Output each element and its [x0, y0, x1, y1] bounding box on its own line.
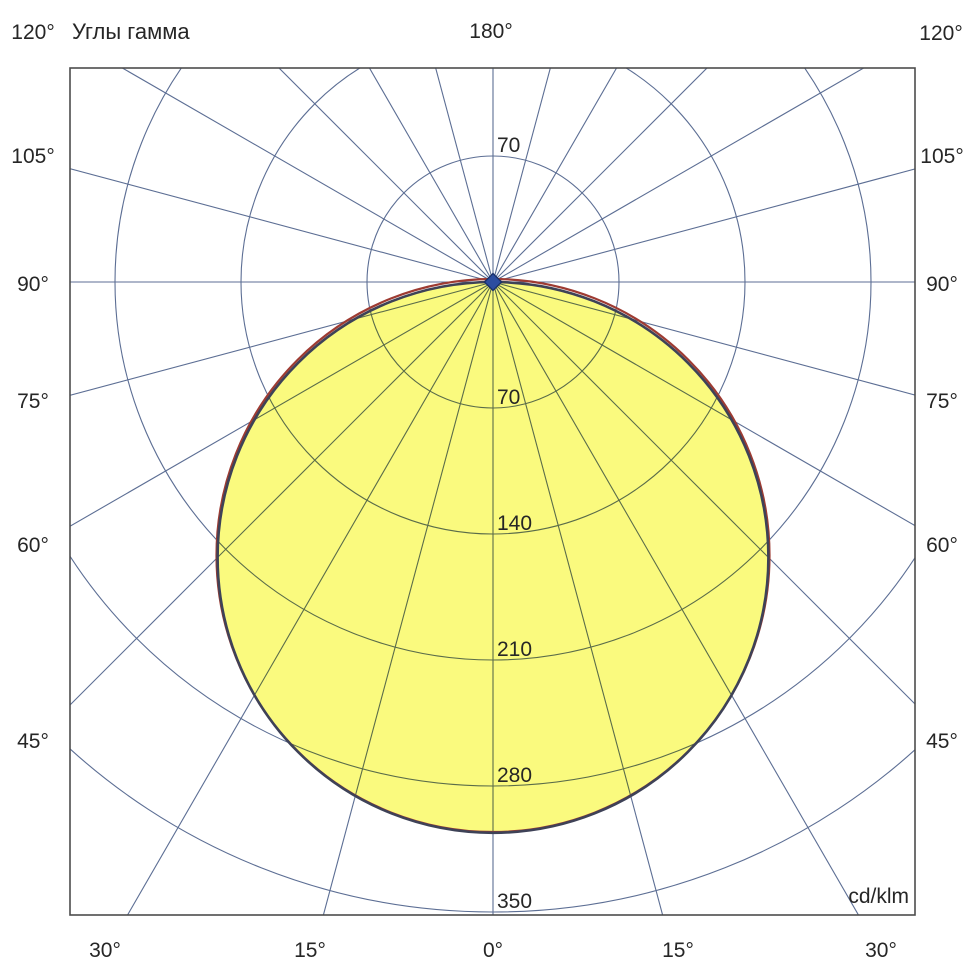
- unit-label-cd-klm: cd/klm: [848, 885, 909, 908]
- radial-tick-label-350: 350: [497, 890, 532, 913]
- angle-label-left-105: 105°: [11, 145, 54, 168]
- center-pole-marker: [483, 272, 503, 292]
- angle-label-right-90: 90°: [926, 273, 958, 296]
- angle-label-bottom-right-30: 30°: [865, 939, 897, 962]
- angle-label-top-left-120: 120°: [11, 21, 54, 44]
- angle-label-bottom-left-30: 30°: [89, 939, 121, 962]
- angle-label-bottom-left-15: 15°: [294, 939, 326, 962]
- polar-grid-ray: [322, 281, 494, 915]
- polar-grid-ray: [70, 281, 494, 706]
- polar-grid-ray: [492, 68, 708, 283]
- angle-label-left-90: 90°: [17, 273, 49, 296]
- angle-label-right-105: 105°: [920, 145, 963, 168]
- polar-grid-ray: [492, 168, 915, 283]
- polar-grid-ray: [492, 281, 664, 915]
- radial-tick-label-70-upper: 70: [497, 134, 520, 157]
- angle-label-top-center-180: 180°: [469, 20, 512, 43]
- polar-grid-ray: [70, 281, 494, 527]
- polar-grid-ray: [121, 68, 494, 283]
- chart-title: Углы гамма: [72, 19, 190, 44]
- radial-tick-label-70-lower: 70: [497, 386, 520, 409]
- radial-tick-label-280: 280: [497, 764, 532, 787]
- angle-label-bottom-0: 0°: [483, 939, 503, 962]
- polar-grid-ray: [492, 281, 915, 705]
- polar-grid-ray: [368, 68, 494, 283]
- radial-tick-label-210: 210: [497, 638, 532, 661]
- angle-label-top-right-120: 120°: [919, 22, 962, 45]
- angle-label-right-60: 60°: [926, 534, 958, 557]
- angle-label-bottom-right-15: 15°: [662, 939, 694, 962]
- polar-grid-ray: [492, 68, 618, 283]
- plot-area-border: [69, 67, 916, 916]
- polar-grid-ray: [278, 68, 494, 283]
- polar-grid-ray: [70, 168, 494, 283]
- polar-grid-ray: [492, 68, 865, 283]
- angle-label-left-60: 60°: [17, 534, 49, 557]
- angle-label-left-75: 75°: [17, 390, 49, 413]
- polar-grid-ray: [492, 281, 860, 915]
- polar-grid-ray: [492, 68, 551, 283]
- radial-tick-label-140: 140: [497, 512, 532, 535]
- angle-label-left-45: 45°: [17, 730, 49, 753]
- polar-grid-ray: [492, 281, 915, 527]
- angle-label-right-75: 75°: [926, 390, 958, 413]
- polar-grid-ray: [126, 281, 494, 915]
- angle-label-right-45: 45°: [926, 730, 958, 753]
- polar-grid-ray: [435, 68, 494, 283]
